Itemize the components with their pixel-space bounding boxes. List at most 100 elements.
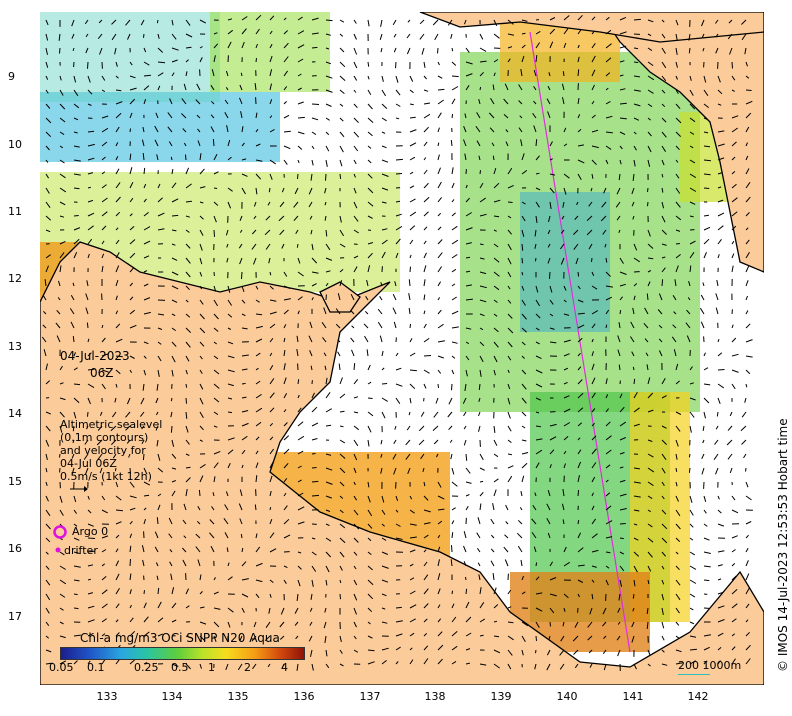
velocity-arrow <box>479 634 484 637</box>
velocity-arrow <box>353 89 357 93</box>
velocity-arrow <box>197 140 201 147</box>
velocity-arrow <box>73 103 80 109</box>
velocity-arrow <box>339 537 346 544</box>
velocity-arrow <box>437 167 441 175</box>
velocity-arrow <box>533 86 537 91</box>
velocity-arrow <box>395 252 399 259</box>
velocity-arrow <box>297 145 303 150</box>
velocity-arrow <box>451 167 454 175</box>
velocity-arrow <box>115 252 120 259</box>
velocity-arrow <box>479 663 487 666</box>
velocity-arrow <box>367 537 372 542</box>
velocity-arrow <box>129 87 137 91</box>
velocity-arrow <box>605 324 608 329</box>
velocity-arrow <box>423 182 429 189</box>
velocity-arrow <box>605 296 613 301</box>
velocity-arrow <box>367 89 372 95</box>
velocity-arrow <box>547 85 551 91</box>
velocity-arrow <box>269 337 274 343</box>
velocity-arrow <box>603 663 607 671</box>
velocity-arrow <box>451 616 457 623</box>
velocity-arrow <box>129 75 136 79</box>
velocity-arrow <box>745 155 749 161</box>
velocity-arrow <box>717 199 724 203</box>
velocity-arrow <box>183 535 187 539</box>
velocity-arrow <box>239 84 243 91</box>
velocity-arrow <box>339 467 346 474</box>
velocity-arrow <box>745 573 750 581</box>
velocity-arrow <box>339 280 343 287</box>
velocity-arrow <box>353 33 357 40</box>
velocity-arrow <box>586 215 593 221</box>
velocity-arrow <box>308 187 313 195</box>
velocity-arrow <box>633 565 638 573</box>
velocity-arrow <box>367 252 373 259</box>
velocity-arrow <box>255 462 259 469</box>
velocity-arrow <box>605 394 609 399</box>
velocity-arrow <box>463 531 467 539</box>
velocity-arrow <box>493 635 500 638</box>
velocity-arrow <box>339 523 346 529</box>
velocity-arrow <box>241 547 244 553</box>
velocity-arrow <box>409 225 416 231</box>
velocity-arrow <box>703 75 707 83</box>
velocity-arrow <box>264 229 271 236</box>
velocity-arrow <box>213 450 221 455</box>
velocity-arrow <box>213 153 218 161</box>
velocity-arrow <box>437 226 442 231</box>
velocity-arrow <box>451 355 456 359</box>
velocity-arrow <box>619 74 624 77</box>
velocity-arrow <box>296 349 299 357</box>
velocity-arrow <box>339 159 343 167</box>
velocity-arrow <box>115 61 118 67</box>
velocity-arrow <box>729 411 733 417</box>
velocity-arrow <box>127 33 131 40</box>
velocity-arrow <box>157 369 160 377</box>
velocity-arrow <box>353 173 356 178</box>
velocity-arrow <box>297 435 305 441</box>
velocity-arrow <box>587 635 593 641</box>
velocity-arrow <box>195 99 201 105</box>
velocity-arrow <box>731 337 737 343</box>
velocity-arrow <box>73 593 78 596</box>
velocity-arrow <box>350 310 355 315</box>
velocity-arrow <box>353 363 356 371</box>
velocity-arrow <box>521 355 525 359</box>
velocity-arrow <box>745 265 750 273</box>
velocity-arrow <box>675 201 681 208</box>
velocity-arrow <box>255 475 258 483</box>
velocity-arrow <box>84 439 89 445</box>
velocity-arrow <box>647 453 654 458</box>
velocity-arrow <box>588 649 593 654</box>
velocity-arrow <box>267 663 271 668</box>
velocity-arrow <box>296 663 299 671</box>
velocity-arrow <box>591 593 594 600</box>
velocity-arrow <box>241 28 247 35</box>
velocity-arrow <box>379 335 383 343</box>
velocity-arrow <box>339 19 345 23</box>
velocity-arrow <box>661 75 667 82</box>
velocity-arrow <box>437 604 441 609</box>
velocity-arrow <box>507 355 512 361</box>
velocity-arrow <box>535 383 543 388</box>
velocity-arrow <box>479 587 482 595</box>
velocity-arrow <box>297 159 300 164</box>
velocity-arrow <box>409 185 415 189</box>
velocity-arrow <box>646 364 649 371</box>
velocity-arrow <box>490 560 495 567</box>
velocity-arrow <box>115 142 119 147</box>
velocity-arrow <box>339 89 345 94</box>
velocity-arrow <box>675 19 679 26</box>
velocity-arrow <box>689 382 694 385</box>
velocity-arrow <box>169 98 173 105</box>
velocity-arrow <box>717 647 722 651</box>
velocity-arrow <box>633 523 638 526</box>
velocity-arrow <box>211 506 215 511</box>
velocity-arrow <box>143 369 147 376</box>
velocity-arrow <box>605 159 609 165</box>
velocity-arrow <box>493 313 498 317</box>
velocity-arrow <box>239 518 243 525</box>
velocity-arrow <box>311 467 317 469</box>
velocity-arrow <box>605 464 611 469</box>
velocity-arrow <box>661 256 666 259</box>
